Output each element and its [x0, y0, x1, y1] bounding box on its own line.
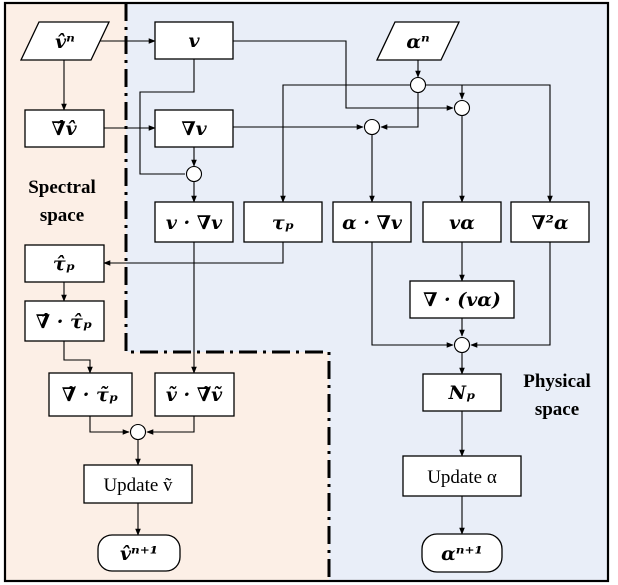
div-v-alpha-box — [409, 280, 515, 319]
laplacian-alpha-label: ∇²α — [531, 212, 569, 234]
update-alpha-box — [402, 455, 522, 497]
grad-tilde-dot-tau-tilde-p-label: ∇̃ · τ̃ₚ — [62, 384, 118, 406]
alpha-next-label: αⁿ⁺¹ — [441, 543, 483, 565]
v-dot-grad-v-box — [154, 201, 234, 243]
v-hat-n-input-shape — [19, 21, 111, 61]
physical-space-region — [126, 3, 608, 581]
alpha-n-input-shape — [375, 21, 461, 61]
outer-frame — [3, 1, 610, 583]
v-tilde-dot-grad-tilde-v-tilde-box — [154, 372, 235, 417]
v-tilde-dot-grad-tilde-v-tilde-label: ṽ · ∇̃ṽ — [166, 384, 223, 406]
grad-hat-v-hat-label: ∇̂v̂ — [51, 118, 77, 140]
grad-v-label: ∇v — [181, 118, 207, 140]
junction-alpha-split — [409, 76, 427, 94]
v-hat-n-input-label: v̂ⁿ — [55, 31, 75, 53]
update-v-tilde-label: Update ṽ — [103, 475, 173, 496]
v-alpha-label: vα — [449, 212, 475, 234]
physical-space-label-line1: Physical — [523, 371, 591, 392]
v-box — [154, 21, 234, 60]
junction-v-alpha — [453, 99, 471, 117]
grad-hat-v-hat-box — [24, 109, 105, 148]
update-v-tilde-box — [83, 464, 193, 504]
div-v-alpha-label: ∇ · (vα) — [423, 289, 501, 311]
alpha-n-input-label: αⁿ — [406, 31, 429, 53]
alpha-dot-grad-v-box — [332, 201, 412, 243]
connectors — [61, 38, 553, 536]
junction-N-p — [453, 336, 471, 354]
grad-hat-dot-tau-hat-p-label: ∇̂ · τ̂ₚ — [36, 311, 92, 333]
grad-hat-dot-tau-hat-p-box — [24, 300, 105, 342]
tau-hat-p-box — [24, 244, 105, 283]
tau-p-box — [243, 201, 323, 243]
v-hat-next-terminal — [97, 534, 181, 572]
junction-alpha-grad-v — [363, 118, 381, 136]
N-p-box — [422, 373, 502, 412]
spectral-space-label-line1: Spectral — [28, 177, 96, 198]
tau-p-label: τₚ — [272, 212, 294, 234]
v-dot-grad-v-label: v · ∇v — [166, 212, 223, 234]
junction-update-v — [129, 423, 147, 441]
tau-hat-p-label: τ̂ₚ — [53, 253, 75, 275]
alpha-next-terminal — [421, 533, 503, 573]
region-boundary — [124, 3, 331, 581]
spectral-space-label-line2: space — [40, 205, 84, 226]
v-alpha-box — [422, 201, 502, 243]
alpha-dot-grad-v-label: α · ∇v — [342, 212, 403, 234]
grad-v-box — [154, 109, 234, 148]
junction-v-grad-v — [185, 165, 203, 183]
v-hat-next-label: v̂ⁿ⁺¹ — [120, 543, 158, 565]
grad-tilde-dot-tau-tilde-p-box — [48, 372, 133, 417]
physical-space-label-line2: space — [535, 399, 579, 420]
laplacian-alpha-box — [510, 201, 590, 243]
update-alpha-label: Update α — [427, 467, 497, 488]
N-p-label: Nₚ — [448, 382, 476, 404]
v-label: v — [188, 30, 200, 52]
